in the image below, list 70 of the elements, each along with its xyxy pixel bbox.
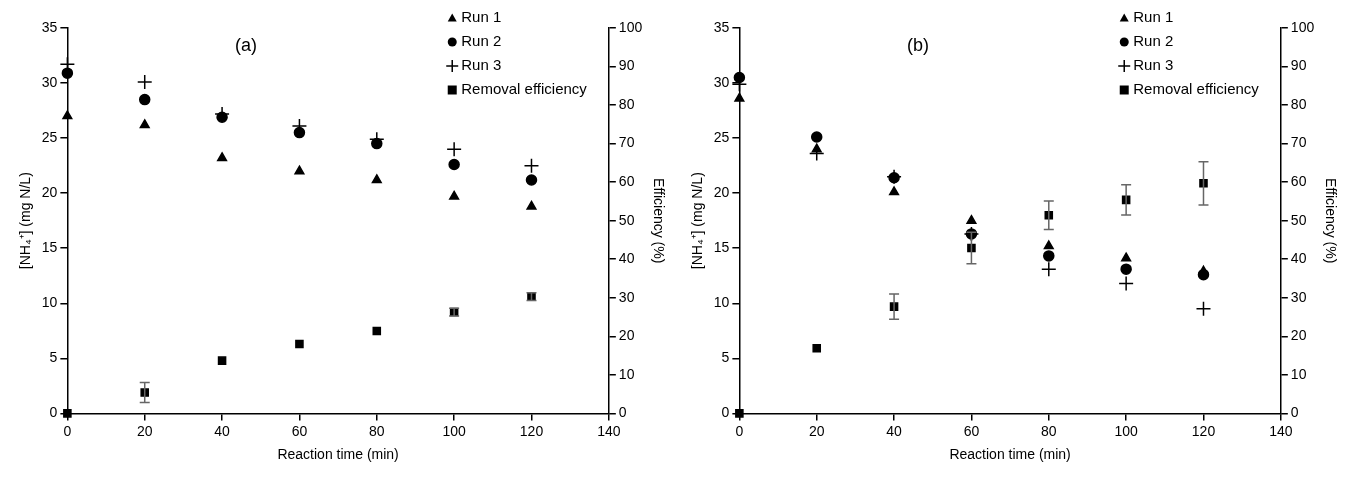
y-tick-label: 5 [49, 349, 58, 366]
legend-label: Removal efficiency [1133, 80, 1260, 98]
y2-tick-label: 20 [1290, 327, 1307, 344]
legend-label: Run 2 [461, 32, 502, 50]
x-tick-label: 20 [136, 422, 153, 439]
x-tick-label: 40 [214, 422, 231, 439]
legend-label: Removal efficiency [461, 80, 588, 98]
y2-tick-label: 10 [1290, 365, 1307, 382]
y2-tick-label: 10 [618, 365, 635, 382]
x-tick-label: 140 [597, 422, 621, 439]
x-tick-label: 100 [442, 422, 467, 439]
y2-tick-label: 80 [1290, 95, 1307, 112]
y-tick-label: 25 [713, 128, 730, 145]
y2-tick-label: 40 [618, 250, 635, 267]
y2-tick-label: 70 [618, 134, 635, 151]
y-tick-label: 5 [721, 349, 730, 366]
y2-tick-label: 60 [618, 173, 635, 190]
legend-label: Run 3 [461, 56, 502, 74]
y2-tick-label: 100 [1290, 18, 1315, 35]
x-tick-label: 120 [1191, 422, 1216, 439]
x-tick-label: 20 [808, 422, 825, 439]
y2-tick-label: 80 [618, 95, 635, 112]
y2-axis-title: Efficiency (%) [650, 178, 667, 264]
y-tick-label: 0 [721, 404, 730, 421]
y2-tick-label: 60 [1290, 173, 1307, 190]
y2-axis-title: Efficiency (%) [1322, 178, 1339, 264]
legend-label: Run 1 [461, 8, 502, 26]
x-tick-label: 140 [1269, 422, 1293, 439]
y2-tick-label: 30 [618, 288, 635, 305]
y-tick-label: 15 [713, 239, 730, 256]
y-tick-label: 0 [49, 404, 58, 421]
y-tick-label: 10 [41, 294, 58, 311]
x-tick-label: 60 [963, 422, 980, 439]
y-tick-label: 20 [713, 184, 730, 201]
y-tick-label: 15 [41, 239, 58, 256]
annotation: (b) [907, 34, 930, 55]
legend-label: Run 3 [1133, 56, 1174, 74]
y2-tick-label: 50 [618, 211, 635, 228]
y2-tick-label: 90 [1290, 57, 1307, 74]
y2-tick-label: 0 [618, 404, 627, 421]
y-tick-label: 35 [713, 18, 730, 35]
y-tick-label: 20 [41, 184, 58, 201]
y2-tick-label: 100 [618, 18, 643, 35]
y-axis-title: [NH₄⁺] (mg N/L) [17, 172, 34, 270]
y-tick-label: 35 [41, 18, 58, 35]
y2-tick-label: 20 [618, 327, 635, 344]
legend-label: Run 1 [1133, 8, 1174, 26]
x-tick-label: 80 [1040, 422, 1057, 439]
y-tick-label: 25 [41, 128, 58, 145]
x-tick-label: 80 [368, 422, 385, 439]
x-tick-label: 100 [1114, 422, 1139, 439]
y2-tick-label: 0 [1290, 404, 1299, 421]
y2-tick-label: 50 [1290, 211, 1307, 228]
annotation: (a) [235, 34, 258, 55]
x-axis-title: Reaction time (min) [949, 446, 1071, 463]
y2-tick-label: 30 [1290, 288, 1307, 305]
y-tick-label: 30 [713, 73, 730, 90]
y2-tick-label: 90 [618, 57, 635, 74]
y2-tick-label: 70 [1290, 134, 1307, 151]
x-tick-label: 0 [63, 422, 72, 439]
y-tick-label: 30 [41, 73, 58, 90]
x-tick-label: 120 [519, 422, 544, 439]
legend-label: Run 2 [1133, 32, 1174, 50]
y2-tick-label: 40 [1290, 250, 1307, 267]
y-axis-title: [NH₄⁺] (mg N/L) [689, 172, 706, 270]
x-axis-title: Reaction time (min) [277, 446, 399, 463]
x-tick-label: 60 [291, 422, 308, 439]
y-tick-label: 10 [713, 294, 730, 311]
x-tick-label: 40 [886, 422, 903, 439]
x-tick-label: 0 [735, 422, 744, 439]
